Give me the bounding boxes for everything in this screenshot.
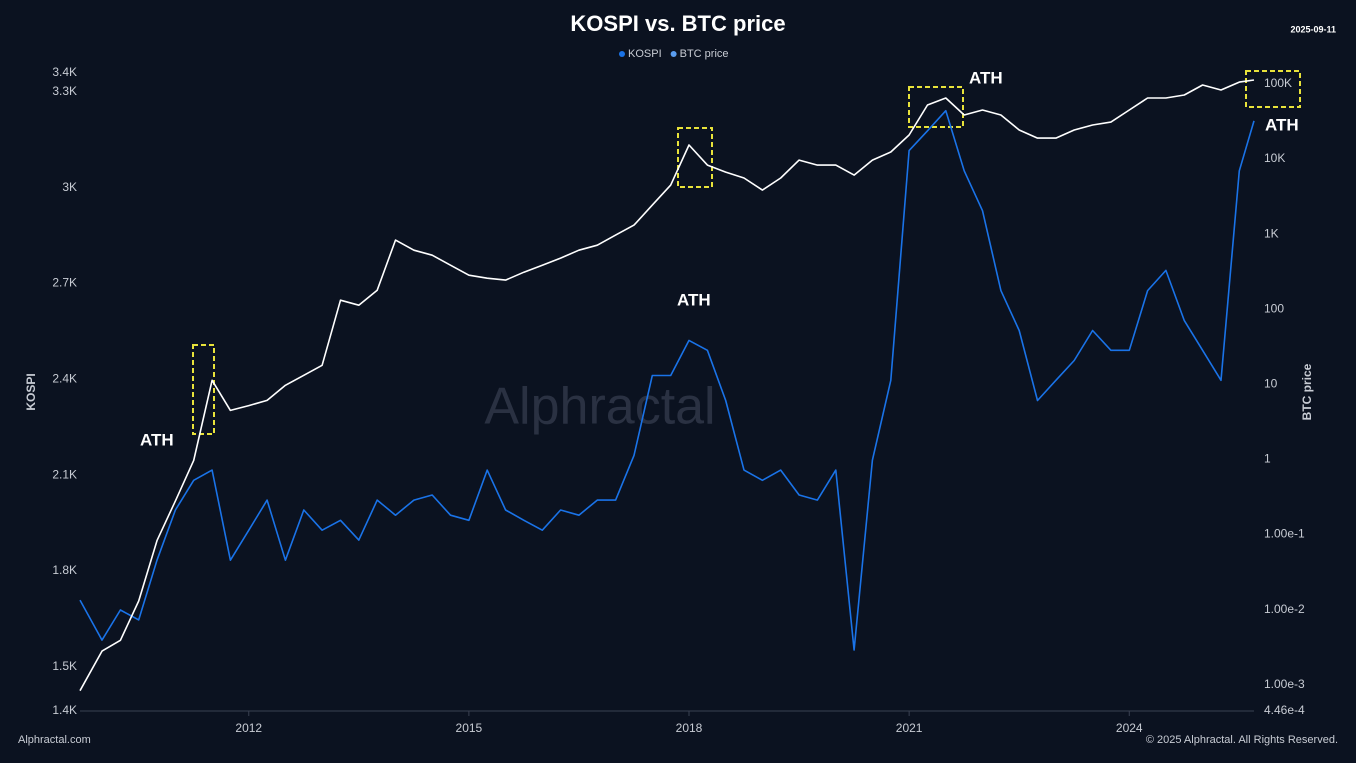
y-tick-label: 1.5K bbox=[52, 659, 77, 673]
y2-tick-label: 1.00e-1 bbox=[1264, 527, 1305, 541]
y2-axis-title: BTC price bbox=[1300, 363, 1314, 420]
y2-tick-label: 100 bbox=[1264, 301, 1284, 315]
y-tick-label: 1.4K bbox=[52, 703, 77, 717]
y2-tick-label: 1K bbox=[1264, 226, 1279, 240]
y2-tick-label: 100K bbox=[1264, 76, 1292, 90]
footer-left: Alphractal.com bbox=[18, 734, 91, 746]
series-line bbox=[79, 109, 1255, 651]
series-line bbox=[79, 79, 1255, 692]
legend: KOSPI BTC price bbox=[619, 48, 729, 60]
x-tick-label: 2015 bbox=[456, 721, 483, 735]
y-tick-label: 2.1K bbox=[52, 467, 77, 481]
highlight-box bbox=[1245, 70, 1301, 108]
legend-marker bbox=[619, 51, 625, 57]
chart-title: KOSPI vs. BTC price bbox=[570, 11, 785, 36]
y2-tick-label: 4.46e-4 bbox=[1264, 703, 1305, 717]
y-tick-label: 1.8K bbox=[52, 563, 77, 577]
y-tick-label: 2.7K bbox=[52, 276, 77, 290]
highlight-box bbox=[192, 344, 215, 435]
legend-marker bbox=[670, 51, 677, 57]
highlight-box bbox=[908, 86, 964, 128]
x-tick-label: 2018 bbox=[676, 721, 703, 735]
y-tick-label: 3K bbox=[62, 180, 77, 194]
annotation: ATH bbox=[969, 68, 1003, 87]
y2-tick-label: 10K bbox=[1264, 151, 1285, 165]
x-tick-label: 2012 bbox=[235, 721, 262, 735]
footer-right: © 2025 Alphractal. All Rights Reserved. bbox=[1146, 734, 1338, 746]
y2-tick-label: 1 bbox=[1264, 452, 1271, 466]
legend-label: KOSPI bbox=[628, 48, 662, 60]
y-tick-label: 2.4K bbox=[52, 372, 77, 386]
annotation: ATH bbox=[677, 290, 711, 309]
y-axis-title: KOSPI bbox=[24, 373, 38, 410]
annotation: ATH bbox=[1265, 115, 1299, 134]
date-label: 2025-09-11 bbox=[1290, 24, 1336, 34]
y-tick-label: 3.3K bbox=[52, 84, 77, 98]
y2-tick-label: 1.00e-2 bbox=[1264, 602, 1305, 616]
y2-tick-label: 10 bbox=[1264, 376, 1278, 390]
x-tick-label: 2024 bbox=[1116, 721, 1143, 735]
legend-label: BTC price bbox=[680, 48, 729, 60]
y2-tick-label: 1.00e-3 bbox=[1264, 677, 1305, 691]
highlight-box bbox=[677, 127, 713, 188]
y-tick-label: 3.4K bbox=[52, 65, 77, 79]
x-tick-label: 2021 bbox=[896, 721, 923, 735]
annotation: ATH bbox=[140, 430, 174, 449]
watermark: Alphractal bbox=[484, 378, 715, 436]
